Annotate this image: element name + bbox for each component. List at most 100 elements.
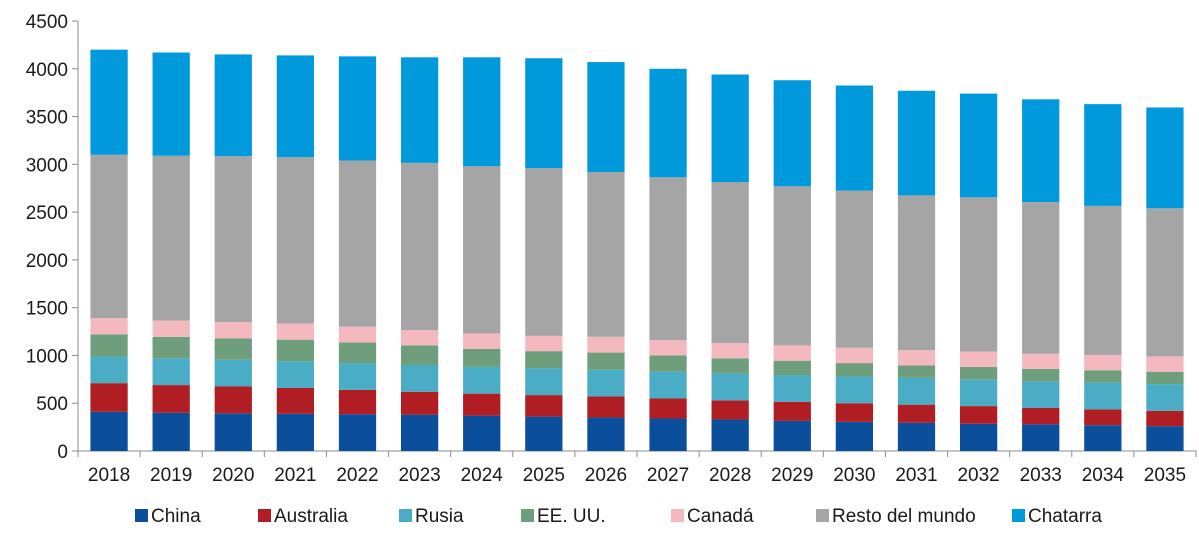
bar-segment-canad-2026 (587, 336, 625, 353)
bar-segment-chatarra-2033 (1022, 99, 1060, 203)
bar-segment-chatarra-2018 (90, 49, 128, 155)
bar-segment-canad-2034 (1084, 354, 1122, 371)
bar-segment-ee-uu-2032 (959, 366, 998, 380)
bar-segment-canad-2027 (649, 340, 687, 356)
bar-segment-australia-2034 (1084, 409, 1122, 426)
x-tick-label: 2027 (647, 465, 689, 486)
y-tick-label: 4000 (26, 60, 68, 81)
bar-segment-china-2033 (1022, 424, 1060, 451)
legend: China Australia Rusia EE. UU. Canadá Resto de… (135, 506, 1102, 527)
bar-segment-canad-2021 (276, 323, 315, 340)
bar-segment-rusia-2035 (1146, 384, 1184, 411)
bar-segment-china-2025 (525, 416, 563, 451)
bar-segment-china-2028 (711, 419, 749, 451)
bar-segment-resto-del-mundo-2019 (152, 155, 190, 321)
bar-segment-chatarra-2024 (463, 57, 501, 167)
bar-segment-china-2031 (897, 422, 936, 451)
bar-segment-ee-uu-2021 (276, 339, 315, 362)
bar-segment-ee-uu-2022 (338, 342, 377, 364)
x-tick-label: 2019 (150, 465, 192, 486)
x-tick-label: 2029 (771, 465, 813, 486)
legend-label: Australia (274, 506, 348, 527)
bar-segment-chatarra-2027 (649, 68, 687, 178)
bar-segment-china-2019 (152, 412, 190, 451)
x-tick-label: 2023 (398, 465, 440, 486)
bar-segment-australia-2018 (90, 383, 128, 412)
bar-segment-china-2021 (276, 413, 315, 451)
bar-segment-ee-uu-2033 (1022, 368, 1060, 382)
bar-segment-resto-del-mundo-2028 (711, 182, 749, 344)
bar-segment-canad-2029 (773, 345, 811, 361)
bar-segment-resto-del-mundo-2034 (1084, 205, 1122, 355)
legend-label: EE. UU. (537, 506, 606, 527)
bar-segment-australia-2032 (959, 406, 998, 424)
bar-segment-resto-del-mundo-2018 (90, 154, 128, 319)
legend-label: Canadá (687, 506, 754, 527)
bar-segment-china-2030 (835, 421, 874, 451)
bar-segment-china-2032 (959, 423, 998, 451)
bar-segment-canad-2024 (463, 333, 501, 349)
bar-segment-canad-2030 (835, 347, 874, 364)
bar-segment-canad-2023 (400, 330, 439, 346)
x-tick-label: 2031 (895, 465, 937, 486)
bar-segment-resto-del-mundo-2031 (897, 195, 936, 351)
bar-segment-china-2029 (773, 420, 811, 451)
x-tick-label: 2024 (461, 465, 504, 486)
bar-segment-china-2022 (338, 414, 377, 451)
x-tick-label: 2030 (833, 465, 875, 486)
legend-swatch (816, 509, 829, 522)
bar-segment-australia-2026 (587, 396, 625, 418)
bar-segment-chatarra-2030 (835, 85, 874, 191)
bar-segment-australia-2027 (649, 398, 687, 419)
legend-swatch (1012, 509, 1025, 522)
bar-segment-china-2026 (587, 417, 625, 451)
bar-segment-rusia-2022 (338, 363, 377, 390)
bar-segment-rusia-2027 (649, 371, 687, 399)
bar-segment-chatarra-2022 (338, 56, 377, 161)
bar-segment-chatarra-2028 (711, 74, 749, 183)
bar-segment-ee-uu-2034 (1084, 370, 1122, 383)
bar-segment-chatarra-2031 (897, 90, 936, 196)
bar-segment-rusia-2030 (835, 376, 874, 404)
y-tick-label: 500 (36, 394, 68, 415)
bar-segment-australia-2019 (152, 385, 190, 413)
bar-segment-chatarra-2021 (276, 55, 315, 158)
bar-segment-resto-del-mundo-2029 (773, 186, 811, 346)
bar-segment-ee-uu-2024 (463, 348, 501, 367)
bar-segment-resto-del-mundo-2033 (1022, 202, 1060, 354)
bar-segment-chatarra-2032 (959, 93, 998, 198)
bar-segment-chatarra-2026 (587, 62, 625, 172)
bar-segment-australia-2028 (711, 400, 749, 420)
bar-segment-canad-2018 (90, 318, 128, 335)
bar-segment-ee-uu-2031 (897, 365, 936, 378)
bar-segment-australia-2024 (463, 393, 501, 416)
bar-segment-rusia-2025 (525, 368, 563, 396)
bar-segment-canad-2025 (525, 335, 563, 352)
bar-segment-ee-uu-2018 (90, 334, 128, 357)
y-tick-label: 3500 (26, 108, 68, 129)
x-tick-label: 2033 (1020, 465, 1062, 486)
bar-segment-resto-del-mundo-2021 (276, 157, 315, 324)
bar-segment-rusia-2019 (152, 358, 190, 386)
bar-segment-china-2035 (1146, 426, 1184, 451)
bar-segment-chatarra-2020 (214, 54, 252, 157)
bar-segment-china-2034 (1084, 425, 1122, 451)
bar-segment-ee-uu-2026 (587, 352, 625, 370)
bar-segment-rusia-2029 (773, 375, 811, 402)
bar-segment-australia-2035 (1146, 410, 1184, 427)
bar-segment-resto-del-mundo-2025 (525, 168, 563, 336)
bar-segment-resto-del-mundo-2022 (338, 160, 377, 327)
bar-segment-ee-uu-2023 (400, 345, 439, 365)
bar-segment-chatarra-2025 (525, 58, 563, 169)
bar-segment-resto-del-mundo-2027 (649, 177, 687, 341)
bar-segment-ee-uu-2029 (773, 360, 811, 376)
x-tick-label: 2025 (523, 465, 565, 486)
y-tick-label: 2500 (26, 203, 68, 224)
bar-segment-china-2020 (214, 413, 252, 451)
bar-segment-resto-del-mundo-2023 (400, 162, 439, 331)
bar-segment-chatarra-2019 (152, 52, 190, 156)
bar-segment-canad-2019 (152, 320, 190, 337)
y-axis: 0 500 1000 1500 2000 2500 3000 3500 4000 4500 (26, 12, 79, 463)
x-tick-label: 2034 (1082, 465, 1125, 486)
